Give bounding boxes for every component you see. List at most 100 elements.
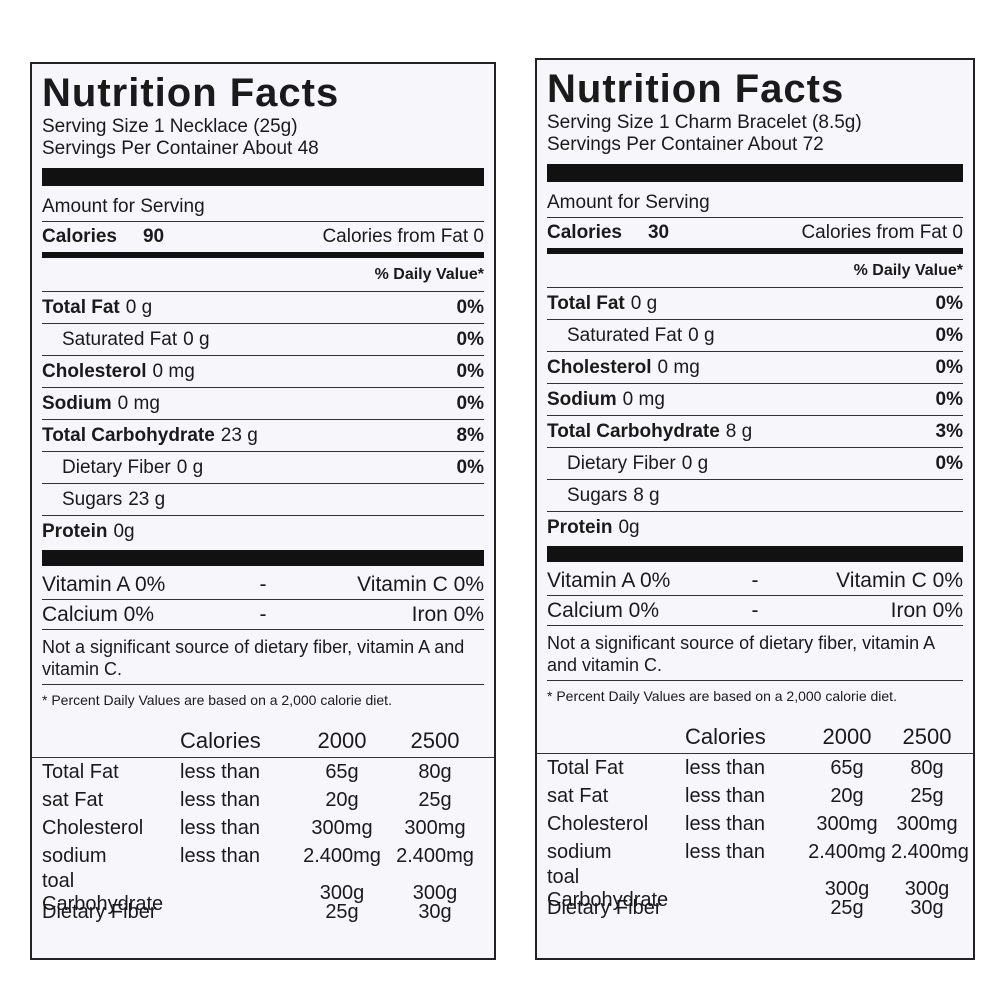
nutrient-amount: 0 mg xyxy=(657,356,700,378)
reference-header-cell: 2000 xyxy=(317,728,367,753)
reference-cell: 300mg xyxy=(816,812,878,835)
nutrient-name: Cholesterol xyxy=(547,356,652,378)
daily-value-header: % Daily Value* xyxy=(547,254,963,288)
calories-left: Calories 90 xyxy=(42,226,164,248)
reference-cell: 300mg xyxy=(311,816,373,839)
reference-cell: 2.400mg xyxy=(396,844,474,867)
reference-row: Cholesterol less than 300mg 300mg xyxy=(42,814,484,842)
reference-cell: sodium xyxy=(547,840,612,863)
reference-cell: less than xyxy=(685,756,766,779)
nutrient-amount: 23 g xyxy=(220,424,258,446)
nutrient: Sugars 8 g xyxy=(567,485,660,507)
calories-label: Calories xyxy=(547,222,622,243)
calories-value: 30 xyxy=(647,222,670,243)
vitamin-cell: - xyxy=(259,602,267,626)
reference-cell: 80g xyxy=(910,756,944,779)
nutrition-panel: Nutrition Facts Serving Size 1 Necklace (… xyxy=(30,62,496,960)
reference-cell: Dietary Fiber xyxy=(547,896,662,919)
nutrient-row: Saturated Fat 0 g 0% xyxy=(547,320,963,352)
divider-bar xyxy=(42,550,484,566)
nutrient: Sodium 0 mg xyxy=(42,393,160,415)
daily-value: 0% xyxy=(935,452,963,474)
reference-cell: 30g xyxy=(418,900,452,923)
calories-label: Calories xyxy=(42,226,117,247)
nutrient-name: Cholesterol xyxy=(42,360,147,382)
nutrient-row: Total Fat 0 g 0% xyxy=(547,288,963,320)
vitamin-cell: Calcium 0% xyxy=(42,602,155,626)
reference-row: Dietary Fiber 25g 30g xyxy=(42,898,484,926)
nutrient-amount: 8 g xyxy=(725,420,753,442)
nutrient-row: Sugars 8 g xyxy=(547,480,963,512)
nutrient-name: Dietary Fiber xyxy=(62,456,171,478)
reference-row: Total Fat less than 65g 80g xyxy=(547,754,963,782)
nutrient-row: Dietary Fiber 0 g 0% xyxy=(547,448,963,480)
reference-cell: less than xyxy=(180,816,261,839)
vitamin-cell: Calcium 0% xyxy=(547,598,660,622)
nutrient: Sodium 0 mg xyxy=(547,389,665,411)
calories-from-fat: Calories from Fat 0 xyxy=(801,222,963,243)
protein-name: Protein xyxy=(42,521,108,542)
reference-cell: 20g xyxy=(830,784,864,807)
nutrition-panel: Nutrition Facts Serving Size 1 Charm Brac… xyxy=(535,58,975,960)
vitamin-cell: Iron 0% xyxy=(411,602,484,626)
reference-row: sodium less than 2.400mg 2.400mg xyxy=(42,842,484,870)
title: Nutrition Facts xyxy=(42,71,340,115)
reference-cell: 300g xyxy=(824,877,870,900)
reference-row: sat Fat less than 20g 25g xyxy=(42,786,484,814)
nutrient: Total Fat 0 g xyxy=(547,293,657,315)
nutrient: Cholesterol 0 mg xyxy=(42,361,195,383)
nutrient-amount: 0 g xyxy=(630,292,658,314)
footnote: * Percent Daily Values are based on a 2,… xyxy=(42,692,392,708)
reference-cell: Cholesterol xyxy=(42,816,144,839)
reference-row: Dietary Fiber 25g 30g xyxy=(547,894,963,922)
reference-cell: less than xyxy=(685,840,766,863)
nutrient: Saturated Fat 0 g xyxy=(567,325,715,347)
daily-value: 0% xyxy=(935,356,963,378)
nutrient-amount: 0 mg xyxy=(152,360,195,382)
serving-size: Serving Size 1 Necklace (25g) xyxy=(42,116,298,137)
note: Not a significant source of dietary fibe… xyxy=(42,630,484,685)
nutrient-name: Sugars xyxy=(567,484,628,506)
nutrient-name: Total Fat xyxy=(42,296,120,318)
daily-value-header: % Daily Value* xyxy=(42,258,484,292)
vitamin-cell: Vitamin A 0% xyxy=(42,572,166,596)
reference-cell: 25g xyxy=(910,784,944,807)
servings-per-container: Servings Per Container About 48 xyxy=(42,138,319,159)
reference-cell: less than xyxy=(685,812,766,835)
vitamin-cell: - xyxy=(751,568,759,592)
calories-row: Calories 90 Calories from Fat 0 xyxy=(42,222,484,258)
vitamin-row: Calcium 0% - Iron 0% xyxy=(42,600,484,630)
reference-cell: 25g xyxy=(418,788,452,811)
nutrient-row: Sodium 0 mg 0% xyxy=(547,384,963,416)
protein-row: Protein 0g xyxy=(547,512,963,544)
note: Not a significant source of dietary fibe… xyxy=(547,626,963,681)
vitamin-cell: - xyxy=(751,598,759,622)
reference-cell: 80g xyxy=(418,760,452,783)
nutrient-row: Saturated Fat 0 g 0% xyxy=(42,324,484,356)
daily-value: 0% xyxy=(456,296,484,318)
amount-for-serving: Amount for Serving xyxy=(547,188,963,218)
nutrient-name: Total Fat xyxy=(547,292,625,314)
daily-value: 0% xyxy=(456,456,484,478)
nutrient-row: Total Carbohydrate 8 g 3% xyxy=(547,416,963,448)
protein-row: Protein 0g xyxy=(42,516,484,548)
reference-cell: 65g xyxy=(325,760,359,783)
vitamin-cell: - xyxy=(259,572,267,596)
reference-cell: Dietary Fiber xyxy=(42,900,157,923)
daily-value: 0% xyxy=(935,388,963,410)
reference-cell: Cholesterol xyxy=(547,812,649,835)
reference-cell: sodium xyxy=(42,844,107,867)
nutrient-name: Sodium xyxy=(547,388,617,410)
reference-header: Calories 2000 2500 xyxy=(32,725,494,758)
nutrient: Dietary Fiber 0 g xyxy=(567,453,708,475)
reference-header-cell: Calories xyxy=(685,724,766,749)
reference-row: Total Fat less than 65g 80g xyxy=(42,758,484,786)
daily-value: 0% xyxy=(456,328,484,350)
reference-cell: 300mg xyxy=(896,812,958,835)
nutrient-name: Sodium xyxy=(42,392,112,414)
nutrient: Total Carbohydrate 8 g xyxy=(547,421,752,443)
nutrient-amount: 0 mg xyxy=(622,388,665,410)
vitamin-row: Vitamin A 0% - Vitamin C 0% xyxy=(42,570,484,600)
nutrient: Cholesterol 0 mg xyxy=(547,357,700,379)
